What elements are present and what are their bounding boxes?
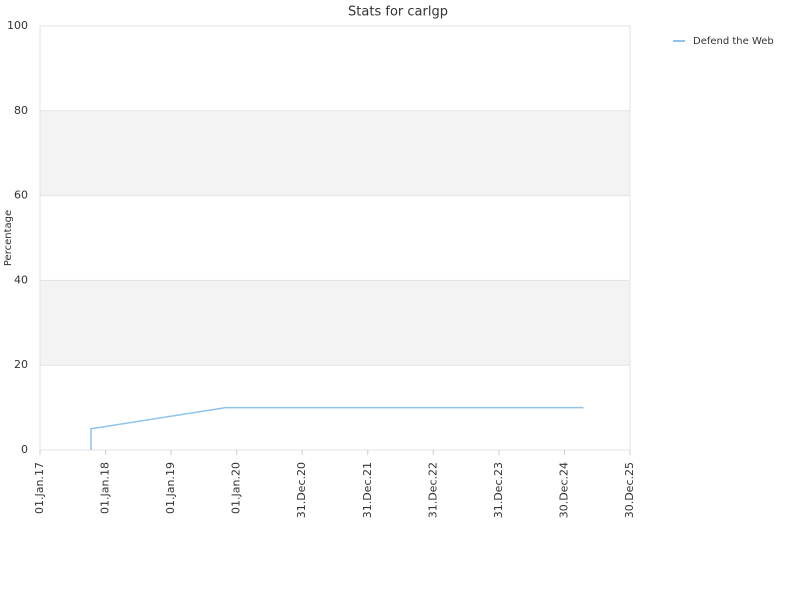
plot-border [39, 25, 631, 451]
x-tick-label: 01.Jan.18 [99, 462, 112, 514]
y-tick-label: 100 [7, 19, 28, 32]
plot-band [40, 280, 630, 366]
plot-band [40, 110, 630, 196]
x-tick-label: 01.Jan.17 [33, 462, 46, 514]
x-tick-label: 01.Jan.20 [230, 462, 243, 514]
y-tick-label: 20 [14, 358, 28, 371]
y-tick-label: 80 [14, 104, 28, 117]
x-tick-label: 31.Dec.21 [361, 462, 374, 518]
y-axis-label: Percentage [3, 210, 14, 266]
x-tick-label: 30.Dec.24 [557, 462, 570, 518]
legend-label: Defend the Web [693, 36, 774, 47]
chart-title: Stats for carlgp [348, 5, 448, 20]
x-tick-label: 30.Dec.25 [623, 462, 636, 518]
x-tick-label: 31.Dec.22 [426, 462, 439, 518]
data-line [90, 406, 584, 450]
y-tick-label: 40 [14, 273, 28, 286]
x-tick-label: 01.Jan.19 [164, 462, 177, 514]
x-tick-label: 31.Dec.23 [492, 462, 505, 518]
y-tick-label: 0 [21, 443, 28, 456]
y-tick-label: 60 [14, 189, 28, 202]
x-tick-label: 31.Dec.20 [295, 462, 308, 518]
